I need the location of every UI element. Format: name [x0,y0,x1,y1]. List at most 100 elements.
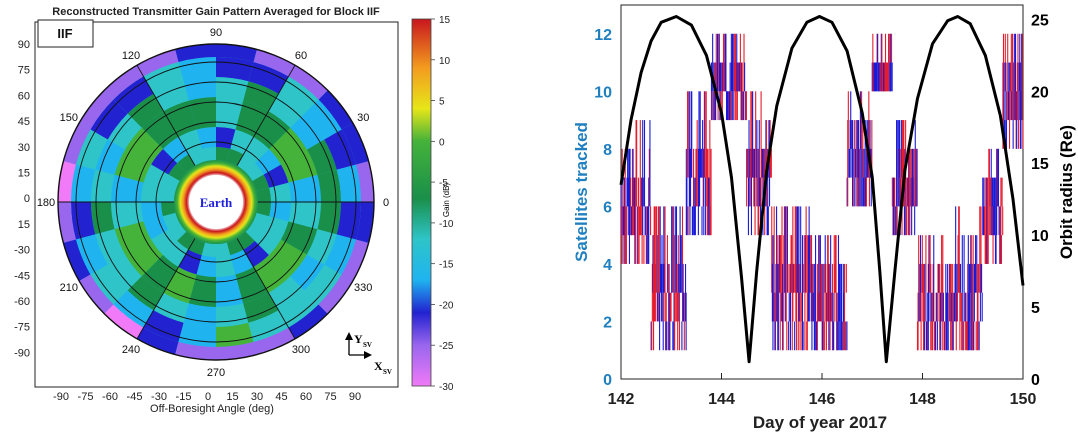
gain-cell [63,239,91,281]
orbit-radius-tick-label: 20 [1031,84,1049,101]
gain-cell [153,292,189,323]
gain-cell [178,322,216,347]
gain-cell [175,44,216,62]
earth-disk [189,175,243,229]
gain-cell [216,97,244,130]
gain-cell [58,202,76,243]
satellites-axis-label: Satellites tracked [572,122,591,262]
orbit-radius-tick-label: 0 [1031,372,1040,389]
gain-cell [268,276,305,311]
gain-cell [318,274,353,314]
day-tick-label: 150 [1010,391,1037,408]
gain-cell [243,292,279,323]
sv-axes-indicator: Y SV X SV [345,332,392,376]
y-tick-label: 0 [24,193,30,205]
x-tick-label: -15 [176,391,192,403]
gain-cell [63,123,91,165]
gain-cell [254,148,281,175]
satellites-tick-label: 10 [594,84,612,101]
orbit-radius-tick-label: 25 [1031,12,1049,29]
gain-cell [91,202,115,235]
day-tick-label: 144 [708,391,735,408]
colorbar-tick-label: -15 [439,260,454,271]
day-tick-label: 146 [809,391,836,408]
gain-cell [201,242,216,258]
gain-cell [162,212,180,230]
colorbar-tick-label: -30 [439,382,454,393]
gain-cell [114,149,152,183]
gain-cell [90,264,128,305]
gain-cell [216,274,244,307]
azimuth-label: 180 [37,197,55,209]
gain-cell [141,111,179,149]
gain-cell [288,304,328,339]
gain-cell [252,174,270,192]
satellites-tick-label: 0 [603,372,612,389]
orbit-radius-tick-label: 5 [1031,300,1040,317]
azimuth-labels: 0 30 60 90 120 150 180 210 240 270 300 330 [37,27,389,379]
colorbar-tick-label: 10 [439,56,451,67]
gain-cell [95,229,126,265]
tracking-panel: 142 144 146 148 150 0 2 4 6 8 10 12 0 5 10 15 20 25 Day… [572,4,1076,432]
x-tick-label: -90 [53,391,69,403]
satellites-tick-label: 8 [603,142,612,159]
gain-cell [278,290,319,328]
gain-cell [111,202,144,230]
gain-cell [245,163,264,181]
y-tick-label: -45 [14,270,30,282]
day-tick-label: 148 [909,391,936,408]
gain-cell [252,212,270,230]
gain-cell [143,310,184,343]
gain-cell [216,322,254,347]
azimuth-label: 210 [60,282,78,294]
polar-disc [58,44,374,360]
gain-cell [143,216,169,240]
gain-cell [280,149,318,183]
gain-cell [162,174,180,192]
gain-cell [75,129,108,170]
gain-cell [168,223,187,241]
gain-cell [341,123,369,165]
gain-cell [253,255,291,293]
earth-label: Earth [200,195,233,210]
y-sv-sub: SV [363,341,372,349]
x-tick-label: 45 [275,391,287,403]
gain-chart-title: Reconstructed Transmitter Gain Pattern A… [52,6,380,18]
day-tick-label: 142 [608,391,635,408]
gain-cell [306,229,337,265]
colorbar-tick-label: -25 [439,341,454,352]
x-tick-label: -75 [78,391,94,403]
gain-cell [113,290,154,328]
gain-cell [175,342,216,360]
satellites-tick-labels: 0 2 4 6 8 10 12 [594,27,612,389]
gain-cell [243,81,279,112]
gain-cell [71,164,96,202]
gain-cell [201,147,216,162]
gain-cell [230,249,254,275]
gain-cell [107,113,142,150]
gain-cell [75,234,108,275]
gain-cell [178,249,202,275]
gain-cell [216,77,249,101]
gain-cell [248,310,289,343]
gain-cell [253,327,295,355]
colorbar-tick-label: -10 [439,219,454,230]
gain-cell [71,202,96,240]
azimuth-label: 90 [210,27,222,39]
colorbar-tick-label: 5 [439,97,445,108]
gain-cell [183,303,216,327]
gain-cell [248,61,289,94]
gain-cell [256,187,271,202]
gain-cell [288,174,321,202]
gain-pattern-panel: Reconstructed Transmitter Gain Pattern A… [14,6,454,415]
gain-cell [318,90,353,130]
gain-cell [237,154,255,173]
gain-cell [269,239,307,277]
y-tick-label: 15 [18,219,30,231]
gain-cell [125,239,163,277]
gain-cell [114,221,152,255]
gain-cell [111,174,144,202]
gain-cell [178,129,202,155]
gain-cell [188,97,216,130]
